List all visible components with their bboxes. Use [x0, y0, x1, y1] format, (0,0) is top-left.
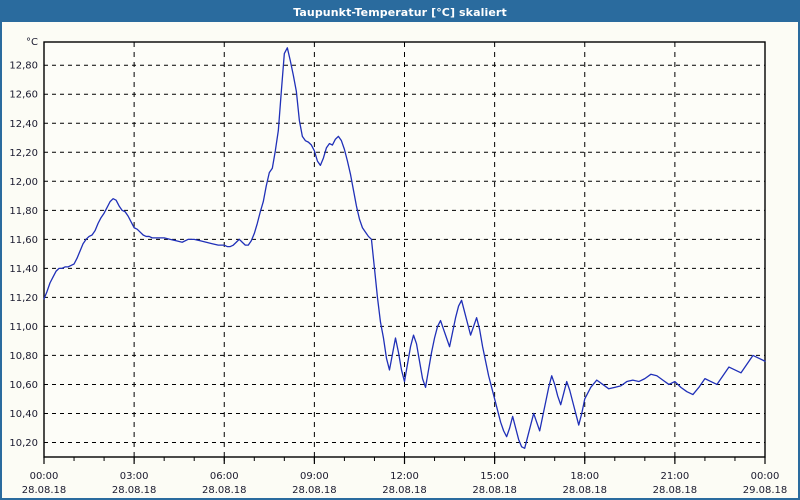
x-major-ticks [43, 457, 766, 464]
x-tick-time-label: 12:00 [390, 471, 419, 482]
x-tick-date-label: 28.08.18 [472, 485, 517, 496]
x-tick-time-label: 06:00 [210, 471, 239, 482]
y-tick-label: 12,60 [9, 90, 38, 101]
y-tick-label: 12,20 [9, 148, 38, 159]
x-tick-date-label: 28.08.18 [112, 485, 157, 496]
x-tick-time-label: 00:00 [751, 471, 780, 482]
unit-label-text: °C [26, 37, 38, 48]
x-tick-time-label: 21:00 [660, 471, 689, 482]
plot-area-background [44, 42, 765, 457]
x-tick-date-label: 29.08.18 [743, 485, 788, 496]
x-tick-date-label: 28.08.18 [292, 485, 337, 496]
data-series-taupunkt [43, 47, 766, 449]
series-line [43, 47, 766, 449]
y-tick-label: 12,00 [9, 177, 38, 188]
x-tick-date-label: 28.08.18 [22, 485, 67, 496]
x-tick-date-label: 28.08.18 [202, 485, 247, 496]
y-tick-label: 11,40 [9, 264, 38, 275]
x-tick-time-label: 09:00 [300, 471, 329, 482]
y-axis-unit-label: °C [26, 37, 38, 48]
chart-canvas-area: 10,20 10,40 10,60 10,80 11,00 11,20 11,40 11,60… [2, 22, 798, 498]
y-tick-label: 11,00 [9, 322, 38, 333]
y-tick-label: 11,60 [9, 235, 38, 246]
x-tick-time-label: 03:00 [120, 471, 149, 482]
y-tick-label: 10,40 [9, 409, 38, 420]
x-tick-date-label: 28.08.18 [382, 485, 427, 496]
y-tick-label: 12,80 [9, 61, 38, 72]
page-title: Taupunkt-Temperatur [°C] skaliert [293, 5, 507, 19]
y-tick-label: 10,60 [9, 380, 38, 391]
window-title-bar: Taupunkt-Temperatur [°C] skaliert [2, 2, 798, 22]
x-tick-date-label: 28.08.18 [653, 485, 698, 496]
x-tick-time-label: 18:00 [570, 471, 599, 482]
y-tick-label: 11,20 [9, 293, 38, 304]
line-chart[interactable]: 10,20 10,40 10,60 10,80 11,00 11,20 11,40 11,60… [2, 22, 798, 498]
y-tick-label: 10,80 [9, 351, 38, 362]
y-axis-tick-labels: 10,20 10,40 10,60 10,80 11,00 11,20 11,40 11,60… [9, 61, 38, 449]
x-tick-time-label: 15:00 [480, 471, 509, 482]
x-tick-date-label: 28.08.18 [562, 485, 607, 496]
x-axis-tick-labels: 00:00 28.08.18 03:00 28.08.18 06:00 28.08.18 0… [22, 471, 788, 496]
y-tick-label: 10,20 [9, 438, 38, 449]
x-tick-time-label: 00:00 [30, 471, 59, 482]
y-tick-label: 12,40 [9, 119, 38, 130]
y-tick-label: 11,80 [9, 206, 38, 217]
